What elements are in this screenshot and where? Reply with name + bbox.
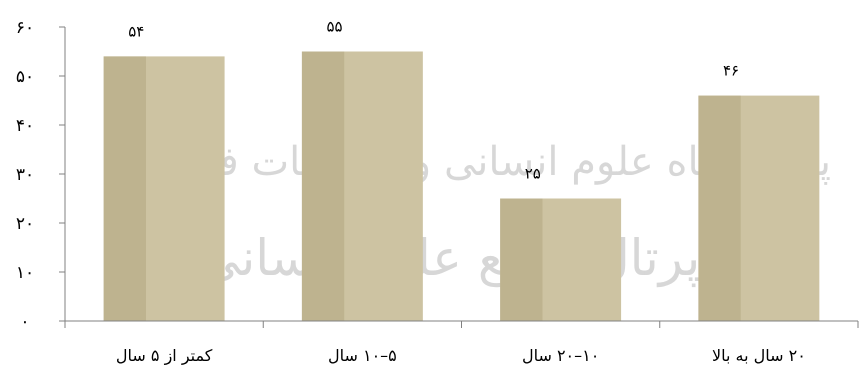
- bar: [103, 56, 225, 322]
- bar-shade: [103, 56, 146, 322]
- x-tick-label: ۵–۱۰ سال: [328, 346, 397, 365]
- x-tick-label: ۲۰ سال به بالا: [712, 346, 806, 365]
- bar: [301, 51, 423, 321]
- y-axis: ۰ ۱۰ ۲۰ ۳۰ ۴۰ ۵۰ ۶۰: [16, 18, 66, 332]
- watermark-line2: پرتال جامع علوم انسانی: [200, 229, 701, 288]
- x-axis: کمتر از ۵ سال ۵–۱۰ سال ۱۰–۲۰ سال ۲۰ سال به …: [64, 320, 859, 366]
- y-tick-label: ۶۰: [16, 18, 34, 38]
- bar-shade: [698, 95, 741, 321]
- bar-shade: [301, 51, 345, 321]
- data-label: ۵۴: [128, 22, 144, 40]
- y-tick-label: ۴۰: [16, 116, 34, 136]
- bar: [698, 95, 820, 321]
- bar-shade: [500, 198, 543, 321]
- y-tick-label: ۲۰: [16, 214, 34, 234]
- bar: [500, 198, 622, 321]
- data-label: ۲۵: [525, 165, 541, 183]
- x-tick-label: ۱۰–۲۰ سال: [522, 346, 599, 365]
- y-tick-label: ۰: [20, 312, 29, 332]
- x-tick-label: کمتر از ۵ سال: [116, 346, 213, 366]
- bars: ۵۴ ۵۵ ۲۵ ۴۶: [103, 18, 820, 322]
- y-tick-label: ۵۰: [16, 67, 34, 87]
- data-label: ۴۶: [723, 62, 739, 80]
- y-tick-label: ۱۰: [16, 263, 34, 283]
- y-tick-label: ۳۰: [16, 165, 34, 185]
- data-label: ۵۵: [326, 18, 342, 36]
